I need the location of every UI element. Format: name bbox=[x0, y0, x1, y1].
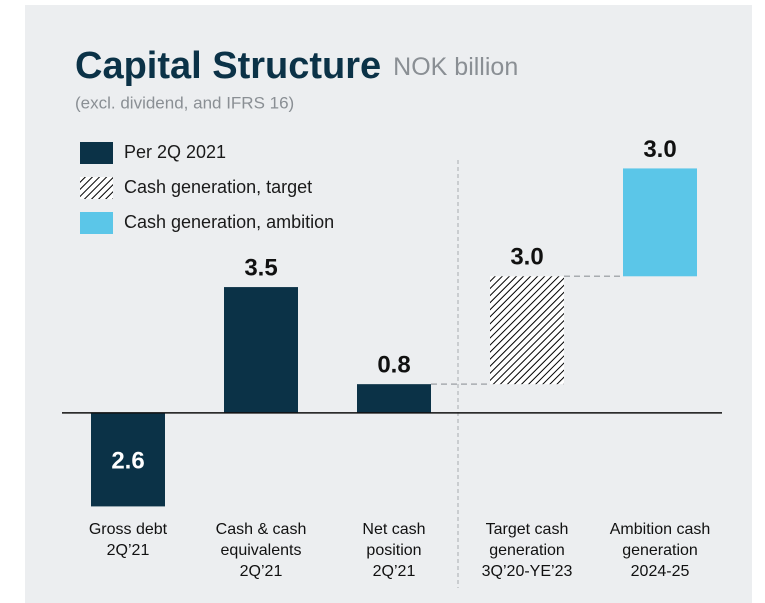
x-tick-line: 2Q’21 bbox=[240, 563, 283, 580]
value-label: 2.6 bbox=[111, 448, 144, 475]
x-tick-label: Gross debt 2Q’21 bbox=[89, 521, 168, 559]
x-tick-line: 2024-25 bbox=[631, 563, 690, 580]
legend-swatch bbox=[80, 177, 113, 199]
x-tick-label: Target cash generation 3Q’20-YE’23 bbox=[482, 521, 573, 580]
legend-swatch bbox=[80, 142, 113, 164]
bar bbox=[224, 287, 298, 413]
bar bbox=[623, 168, 697, 277]
legend-label: Cash generation, ambition bbox=[124, 212, 334, 232]
value-label: 3.5 bbox=[244, 254, 277, 281]
subtitle: (excl. dividend, and IFRS 16) bbox=[75, 93, 294, 112]
x-tick-label: Ambition cash generation 2024-25 bbox=[610, 521, 711, 580]
x-tick-line: Gross debt bbox=[89, 521, 168, 538]
x-tick-line: Cash & cash bbox=[216, 521, 307, 538]
legend-label: Per 2Q 2021 bbox=[124, 142, 226, 162]
bar bbox=[91, 412, 165, 507]
unit: NOK billion bbox=[393, 53, 518, 81]
title: Capital Structure bbox=[75, 45, 381, 87]
x-tick-label: Cash & cash equivalents 2Q’21 bbox=[216, 521, 307, 580]
bar bbox=[490, 276, 564, 385]
x-tick-line: 2Q’21 bbox=[107, 542, 150, 559]
legend-swatch bbox=[80, 212, 113, 234]
x-tick-line: Net cash bbox=[362, 521, 425, 538]
x-tick-label: Net cash position 2Q’21 bbox=[362, 521, 425, 580]
value-label: 3.0 bbox=[510, 244, 543, 271]
x-tick-line: Ambition cash bbox=[610, 521, 711, 538]
x-tick-line: 3Q’20-YE’23 bbox=[482, 563, 573, 580]
x-tick-line: generation bbox=[622, 542, 698, 559]
bar bbox=[357, 384, 431, 413]
x-tick-line: position bbox=[366, 542, 421, 559]
x-tick-line: generation bbox=[489, 542, 565, 559]
value-label: 0.8 bbox=[377, 352, 410, 379]
chart-title: Capital Structure NOK billion bbox=[75, 45, 518, 87]
value-label: 3.0 bbox=[643, 136, 676, 163]
x-tick-line: Target cash bbox=[486, 521, 569, 538]
legend-label: Cash generation, target bbox=[124, 177, 312, 197]
x-tick-line: equivalents bbox=[221, 542, 302, 559]
x-tick-line: 2Q’21 bbox=[373, 563, 416, 580]
